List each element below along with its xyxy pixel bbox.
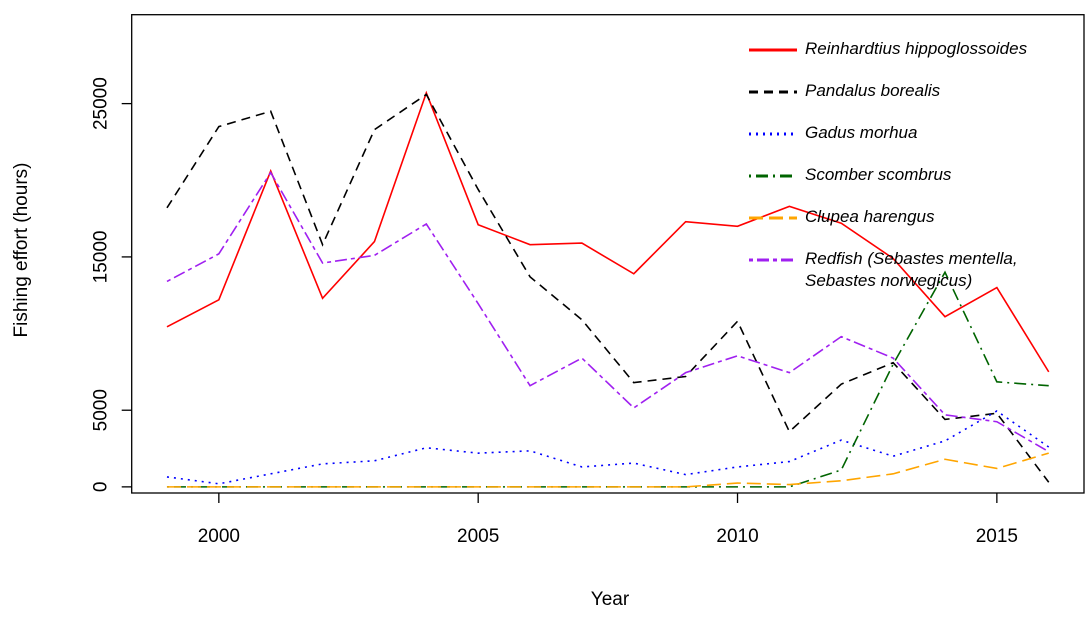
y-tick-label: 0: [91, 482, 112, 493]
legend-swatch: [749, 258, 797, 262]
legend-entry: Scomber scombrus: [745, 164, 1085, 187]
legend-swatch: [749, 132, 797, 136]
series-line: [166, 171, 1050, 453]
legend-swatch: [749, 90, 797, 94]
legend-label: Clupea harengus: [805, 207, 935, 226]
legend-swatch: [749, 216, 797, 220]
legend-label: Pandalus borealis: [805, 81, 941, 100]
y-tick-label: 5000: [91, 389, 112, 431]
legend-entry: Gadus morhua: [745, 122, 1085, 145]
series-line: [166, 410, 1050, 485]
x-axis-label: Year: [591, 589, 630, 610]
x-tick-label: 2010: [716, 526, 758, 547]
legend-label: Gadus morhua: [805, 123, 918, 142]
legend-entry: Clupea harengus: [745, 206, 1085, 229]
x-tick-label: 2000: [198, 526, 240, 547]
legend-entry: Pandalus borealis: [745, 80, 1085, 103]
legend-swatch: [749, 174, 797, 178]
legend-label: Redfish (Sebastes mentella, Sebastes nor…: [805, 249, 1018, 290]
y-tick-label: 15000: [91, 230, 112, 283]
legend-label: Reinhardtius hippoglossoides: [805, 39, 1028, 58]
legend-entry: Redfish (Sebastes mentella, Sebastes nor…: [745, 248, 1085, 292]
legend-entry: Reinhardtius hippoglossoides: [745, 38, 1085, 61]
series-line: [166, 93, 1050, 483]
legend-swatch: [749, 48, 797, 52]
series-line: [166, 452, 1049, 488]
y-tick-label: 25000: [91, 77, 112, 130]
legend-label: Scomber scombrus: [805, 165, 952, 184]
series-line: [166, 90, 1050, 373]
y-axis-label: Fishing effort (hours): [11, 163, 32, 338]
legend: Reinhardtius hippoglossoides Pandalus bor…: [745, 38, 1085, 311]
plot-box: [131, 14, 1085, 494]
x-tick-label: 2015: [976, 526, 1018, 547]
x-tick-label: 2005: [457, 526, 499, 547]
